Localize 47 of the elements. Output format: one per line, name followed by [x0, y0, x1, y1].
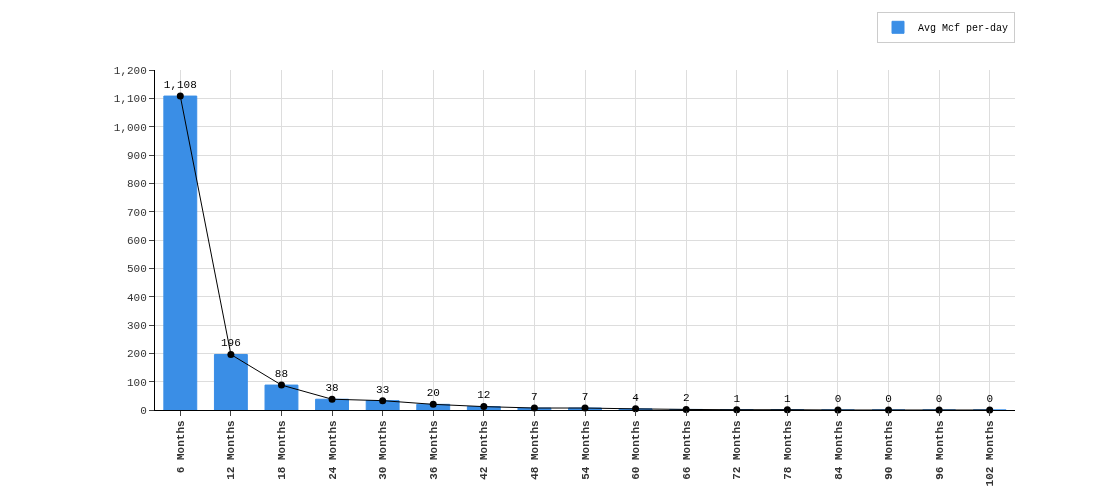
- y-tick-label: 1,200: [113, 64, 147, 77]
- x-tick-label: 54 Months: [579, 420, 592, 480]
- y-tick-label: 400: [126, 291, 147, 304]
- data-label: 0: [935, 392, 943, 405]
- data-label: 1: [784, 392, 792, 405]
- x-tick-label: 30 Months: [377, 420, 390, 480]
- data-label: 33: [376, 383, 390, 396]
- y-tick-label: 1,100: [113, 93, 147, 106]
- data-label: 0: [986, 392, 994, 405]
- data-label: 4: [632, 391, 640, 404]
- data-label: 0: [834, 392, 842, 405]
- x-tick-label: 78 Months: [781, 420, 794, 480]
- y-tick-label: 800: [126, 178, 147, 191]
- y-tick-label: 600: [126, 234, 147, 247]
- x-tick-label: 84 Months: [832, 420, 845, 480]
- x-tick-label: 72 Months: [731, 420, 744, 480]
- y-tick-label: 0: [140, 404, 147, 417]
- y-tick-label: 100: [126, 376, 147, 389]
- data-label: 0: [885, 392, 892, 405]
- y-tick-label: 900: [126, 149, 147, 162]
- data-label: 38: [325, 382, 339, 395]
- legend-label: Avg Mcf per-day: [918, 23, 1009, 35]
- x-tick-label: 66 Months: [680, 420, 693, 480]
- y-tick-label: 1,000: [113, 121, 147, 134]
- data-label: 1,108: [163, 78, 197, 91]
- x-tick-label: 36 Months: [427, 420, 440, 480]
- y-tick-label: 500: [126, 263, 147, 276]
- y-tick-label: 300: [126, 319, 147, 332]
- x-tick-label: 90 Months: [883, 420, 896, 480]
- x-tick-label: 96 Months: [933, 420, 946, 480]
- y-tick-label: 200: [126, 348, 147, 361]
- y-tick-label: 700: [126, 206, 147, 219]
- data-label: 7: [581, 390, 589, 403]
- data-label: 88: [274, 367, 289, 380]
- data-label: 7: [531, 390, 538, 403]
- x-tick-label: 48 Months: [528, 420, 541, 480]
- data-label: 20: [426, 387, 440, 400]
- x-tick-label: 18 Months: [276, 420, 289, 480]
- x-tick-label: 24 Months: [326, 420, 339, 480]
- x-tick-label: 102 Months: [984, 420, 997, 487]
- x-tick-label: 42 Months: [478, 420, 491, 480]
- x-tick-label: 12 Months: [225, 420, 238, 480]
- data-label: 1: [733, 392, 741, 405]
- x-tick-label: 60 Months: [630, 420, 643, 480]
- data-label: 12: [477, 389, 491, 402]
- data-label: 2: [682, 392, 690, 405]
- x-tick-label: 6 Months: [174, 420, 187, 474]
